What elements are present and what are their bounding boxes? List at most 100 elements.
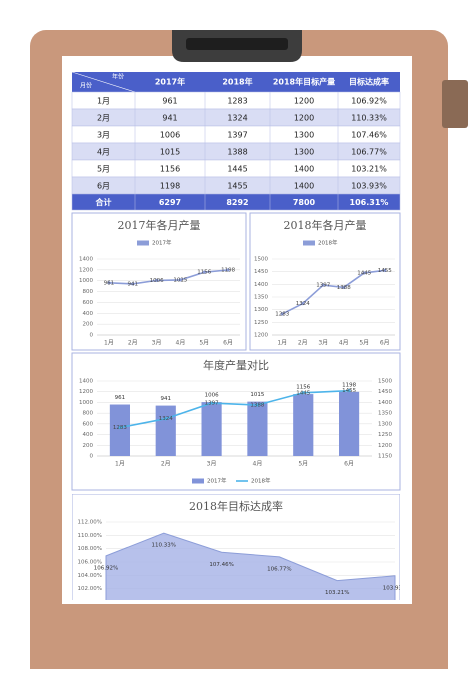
area xyxy=(105,532,396,600)
x-tick-label: 5月 xyxy=(298,461,308,468)
x-tick-label: 3月 xyxy=(207,461,217,468)
cell: 1400 xyxy=(294,182,314,191)
chart: 2018年各月产量 1200 1250 1300 1350 1400 1450 1500 1月 2… xyxy=(249,212,401,351)
cell: 1400 xyxy=(294,165,314,174)
bar xyxy=(201,402,222,456)
data-label: 1388 xyxy=(337,285,351,291)
y-tick-label: 0 xyxy=(90,454,94,460)
y-tick-label: 104.00% xyxy=(78,573,102,579)
chart-card xyxy=(71,212,247,351)
y-tick-label: 1000 xyxy=(79,400,93,406)
data-label: 1324 xyxy=(296,301,310,307)
legend-label: 2017年 xyxy=(152,239,172,247)
cell: 1月 xyxy=(97,97,110,106)
cell: 6297 xyxy=(159,198,181,207)
marker xyxy=(347,389,351,393)
data-label: 1198 xyxy=(342,382,356,388)
cell: 110.33% xyxy=(351,114,387,123)
corner-diagonal xyxy=(71,71,136,93)
y-tick-label: 600 xyxy=(83,421,94,427)
marker xyxy=(280,312,284,316)
line xyxy=(108,269,229,285)
y-tick-label: 1200 xyxy=(254,333,268,339)
x-tick-label: 2月 xyxy=(161,461,171,468)
x-tick-label: 2月 xyxy=(128,340,138,347)
cell: 1445 xyxy=(227,165,247,174)
data-label: 107.46% xyxy=(209,562,233,568)
x-tick-label: 6月 xyxy=(344,461,354,468)
y2-tick-label: 1400 xyxy=(378,400,392,406)
data-label: 1445 xyxy=(357,270,371,276)
cell: 1324 xyxy=(227,114,247,123)
x-tick-label: 6月 xyxy=(380,340,390,347)
cell: 4月 xyxy=(97,148,110,157)
cell: 107.46% xyxy=(351,131,387,140)
marker xyxy=(178,278,183,282)
data-label: 1283 xyxy=(113,425,127,431)
y-tick-label: 1500 xyxy=(254,257,268,263)
marker xyxy=(226,268,230,272)
data-label: 103.93% xyxy=(383,585,407,591)
cell: 1300 xyxy=(294,131,314,140)
legend-label: 2017年 xyxy=(207,477,227,485)
cell: 8292 xyxy=(226,198,248,207)
cell: 7800 xyxy=(293,198,316,207)
tag xyxy=(442,80,468,128)
marker xyxy=(255,403,260,407)
bar xyxy=(339,391,360,456)
y-tick-label: 1350 xyxy=(254,295,268,301)
cell: 1006 xyxy=(160,131,180,140)
x-tick-label: 1月 xyxy=(277,340,287,347)
line xyxy=(281,269,385,315)
y-tick-label: 108.00% xyxy=(78,546,102,552)
table-row xyxy=(71,193,401,211)
cell: 941 xyxy=(162,114,177,123)
cell: 1200 xyxy=(294,114,314,123)
cell: 5月 xyxy=(97,165,110,174)
line xyxy=(119,389,350,429)
clip-hole xyxy=(186,38,288,50)
data-label: 1455 xyxy=(342,388,356,394)
cell: 1397 xyxy=(227,131,247,140)
cell: 106.77% xyxy=(351,148,387,157)
cell: 103.21% xyxy=(351,165,387,174)
x-tick-label: 4月 xyxy=(339,340,349,347)
y-tick-label: 0 xyxy=(90,333,94,339)
y-tick-label: 1400 xyxy=(79,257,93,263)
data-label: 961 xyxy=(115,395,126,401)
y-tick-label: 102.00% xyxy=(78,586,102,592)
cell: 103.93% xyxy=(351,182,387,191)
cell: 106.31% xyxy=(350,198,389,207)
data-label: 1388 xyxy=(250,403,264,409)
y-tick-label: 1250 xyxy=(254,320,268,326)
y-tick-label: 400 xyxy=(83,432,94,438)
data-label: 1015 xyxy=(250,392,264,398)
data-label: 1397 xyxy=(205,401,219,407)
corner-top: 年份 xyxy=(112,73,124,81)
column-header: 2018年目标产量 xyxy=(273,77,335,87)
data-label: 941 xyxy=(128,281,139,287)
chart-title: 2017年各月产量 xyxy=(118,218,201,232)
cell: 1283 xyxy=(227,97,247,106)
data-label: 110.33% xyxy=(152,543,176,549)
bar xyxy=(109,404,130,456)
y2-tick-label: 1300 xyxy=(378,421,392,427)
marker xyxy=(342,285,346,289)
y2-tick-label: 1500 xyxy=(378,379,392,385)
data-label: 1156 xyxy=(296,385,310,391)
data-label: 1445 xyxy=(296,390,310,396)
chart-title: 2018年各月产量 xyxy=(284,218,367,232)
data-label: 941 xyxy=(161,396,172,402)
y-tick-label: 1200 xyxy=(79,267,93,273)
bar xyxy=(155,405,176,456)
y-tick-label: 1000 xyxy=(79,278,93,284)
marker xyxy=(164,417,168,421)
legend-swatch xyxy=(137,240,149,246)
y-tick-label: 400 xyxy=(83,311,94,317)
y-tick-label: 1450 xyxy=(254,269,268,275)
x-tick-label: 5月 xyxy=(359,340,369,347)
legend-swatch xyxy=(303,240,315,246)
cell: 3月 xyxy=(97,131,110,140)
